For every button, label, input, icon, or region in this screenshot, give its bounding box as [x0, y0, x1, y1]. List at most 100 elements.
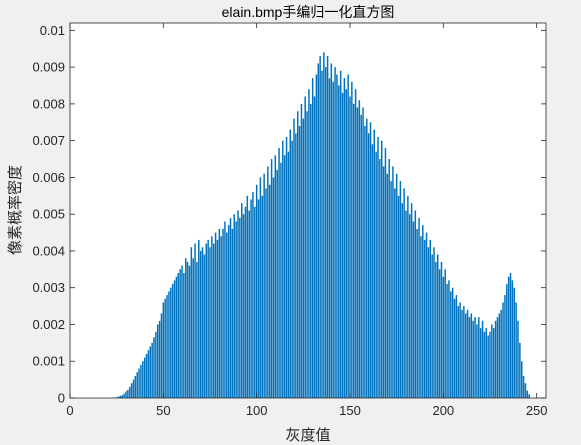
- histogram-bar: [287, 151, 290, 398]
- histogram-bar: [142, 361, 144, 398]
- histogram-bar: [351, 81, 353, 398]
- y-tick-label: 0: [58, 391, 65, 406]
- histogram-bar: [321, 70, 323, 398]
- histogram-bar: [377, 136, 379, 398]
- histogram-bar: [410, 203, 413, 398]
- histogram-bar: [168, 291, 170, 398]
- x-axis-label: 灰度值: [285, 426, 330, 444]
- histogram-bar: [201, 247, 204, 398]
- histogram-bar: [220, 236, 222, 398]
- histogram-bar: [199, 250, 202, 398]
- histogram-bar: [188, 265, 191, 398]
- histogram-bar: [491, 324, 493, 398]
- y-tick-label: 0.002: [32, 317, 65, 332]
- histogram-bar: [343, 78, 346, 399]
- x-tick-label: 250: [526, 403, 548, 418]
- histogram-bar: [461, 309, 463, 398]
- histogram-bar: [448, 280, 450, 398]
- histogram-bar: [336, 74, 338, 398]
- histogram-bar: [347, 74, 349, 398]
- histogram-bar: [175, 276, 178, 398]
- histogram-bar: [509, 273, 512, 398]
- histogram-bar: [352, 103, 355, 398]
- x-tick-label: 50: [156, 403, 170, 418]
- y-tick-label: 0.001: [32, 354, 65, 369]
- histogram-bar: [158, 320, 161, 398]
- histogram-bar: [214, 232, 217, 398]
- histogram-bar: [522, 375, 525, 398]
- histogram-bar: [239, 217, 241, 398]
- histogram-bar: [231, 228, 234, 398]
- histogram-bar: [507, 276, 510, 398]
- histogram-bar: [229, 217, 232, 398]
- histogram-bar: [369, 122, 372, 398]
- histogram-bar: [330, 63, 333, 398]
- y-tick-label: 0.004: [32, 243, 65, 258]
- histogram-bar: [487, 335, 489, 398]
- histogram-bar: [181, 265, 183, 398]
- histogram-bar: [246, 195, 249, 398]
- histogram-bar: [345, 89, 348, 399]
- histogram-bar: [358, 100, 361, 399]
- histogram-bar: [401, 203, 404, 398]
- histogram-bar: [395, 173, 398, 398]
- histogram-bar: [222, 228, 224, 398]
- histogram-bar: [483, 331, 486, 398]
- histogram-bar: [485, 328, 488, 398]
- histogram-bar: [149, 346, 152, 398]
- histogram-bar: [255, 184, 258, 398]
- histogram-bar: [130, 383, 133, 398]
- chart-title: elain.bmp手编归一化直方图: [222, 4, 395, 20]
- histogram-bar: [517, 320, 519, 398]
- histogram-bar: [323, 52, 325, 398]
- histogram-bar: [296, 111, 299, 399]
- histogram-bar: [478, 317, 480, 398]
- histogram-bar: [263, 173, 265, 398]
- histogram-bar: [209, 247, 211, 398]
- histogram-bar: [427, 247, 430, 398]
- histogram-bar: [177, 273, 180, 398]
- histogram-bar: [203, 254, 206, 398]
- histogram-bar: [226, 232, 228, 398]
- histogram-bar: [127, 389, 129, 398]
- histogram-bar: [451, 287, 454, 398]
- histogram-bar: [479, 328, 482, 398]
- histogram-bar: [463, 306, 465, 398]
- histogram-bar: [257, 199, 260, 398]
- histogram-bar: [416, 228, 418, 398]
- histogram-bar: [250, 199, 252, 398]
- histogram-bar: [268, 184, 271, 398]
- histogram-bar: [332, 81, 334, 398]
- histogram-bar: [366, 118, 368, 398]
- histogram-bar: [364, 125, 366, 398]
- histogram-bar: [123, 393, 125, 398]
- y-tick-label: 0.003: [32, 280, 65, 295]
- histogram-bar: [192, 258, 194, 398]
- histogram-bar: [311, 78, 314, 399]
- histogram-bar: [278, 148, 280, 398]
- histogram-bar: [394, 188, 396, 398]
- histogram-bar: [233, 214, 236, 398]
- histogram-bar: [360, 114, 362, 398]
- histogram-bar: [170, 287, 172, 398]
- histogram-bar: [319, 56, 321, 399]
- histogram-bar: [436, 254, 439, 398]
- histogram-bar: [183, 273, 185, 398]
- histogram-bar: [235, 221, 237, 398]
- histogram-bar: [143, 357, 146, 398]
- histogram-bar: [380, 140, 383, 398]
- x-tick-label: 100: [246, 403, 268, 418]
- histogram-bar: [498, 313, 501, 398]
- histogram-bar: [418, 217, 420, 398]
- histogram-bar: [134, 375, 137, 398]
- y-tick-label: 0.007: [32, 133, 65, 148]
- histogram-bar: [444, 269, 446, 398]
- histogram-bar: [379, 159, 381, 398]
- histogram-bar: [128, 386, 131, 398]
- histogram-bar: [194, 243, 196, 398]
- histogram-bar: [117, 396, 120, 398]
- histogram-bar: [528, 394, 530, 398]
- histogram-bar: [265, 188, 267, 398]
- histogram-bar: [511, 280, 514, 398]
- histogram-bar: [420, 236, 422, 398]
